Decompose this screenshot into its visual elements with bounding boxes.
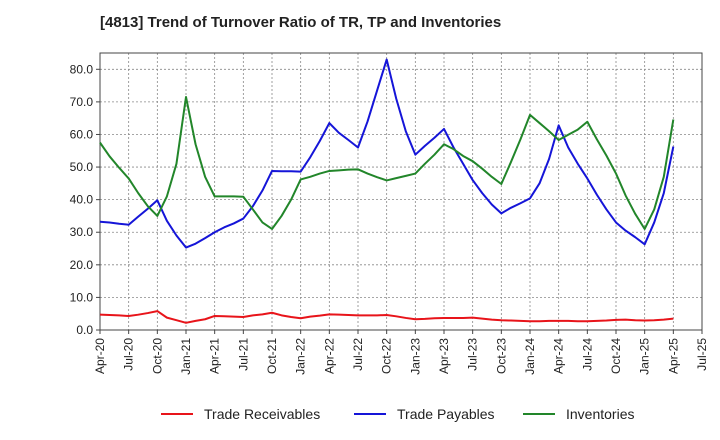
x-axis: Apr-20 Jul-20 Oct-20 Jan-21 Apr-21 Jul-21 Oct-… <box>93 330 709 375</box>
x-tick-label: Jul-22 <box>351 338 365 371</box>
y-axis: 0.0 10.0 20.0 30.0 40.0 50.0 60.0 70.0 80.0 <box>70 62 100 337</box>
x-tick-label: Apr-23 <box>437 338 451 374</box>
chart-title: [4813] Trend of Turnover Ratio of TR, TP… <box>100 14 502 31</box>
x-tick-label: Oct-24 <box>609 338 623 374</box>
y-tick-label: 30.0 <box>70 225 94 239</box>
x-tick-label: Jul-23 <box>466 338 480 371</box>
x-tick-label: Jan-22 <box>294 338 308 375</box>
y-tick-label: 70.0 <box>70 95 94 109</box>
x-tick-label: Apr-24 <box>552 338 566 374</box>
x-tick-label: Oct-21 <box>265 338 279 374</box>
x-tick-label: Oct-22 <box>380 338 394 374</box>
x-tick-label: Jul-20 <box>122 338 136 371</box>
legend-label-trade-receivables: Trade Receivables <box>204 406 320 422</box>
series-line-trade-receivables <box>99 310 674 324</box>
y-tick-label: 50.0 <box>70 160 94 174</box>
x-tick-label: Jan-25 <box>638 338 652 375</box>
legend-label-inventories: Inventories <box>566 406 634 422</box>
series-line-trade-payables <box>99 58 675 249</box>
x-tick-label: Jul-24 <box>580 338 594 371</box>
legend: Trade Receivables Trade Payables Inventori… <box>161 406 634 422</box>
y-tick-label: 80.0 <box>70 62 94 76</box>
series-lines <box>99 58 675 324</box>
series-line-inventories <box>99 95 675 230</box>
plot-area-frame <box>99 52 703 331</box>
legend-label-trade-payables: Trade Payables <box>397 406 495 422</box>
x-tick-label: Oct-23 <box>494 338 508 374</box>
x-tick-label: Apr-22 <box>322 338 336 374</box>
x-tick-label: Jan-21 <box>179 338 193 375</box>
x-tick-label: Jul-25 <box>695 338 709 371</box>
y-tick-label: 20.0 <box>70 258 94 272</box>
x-tick-label: Jul-21 <box>236 338 250 371</box>
x-tick-label: Apr-21 <box>208 338 222 374</box>
x-tick-label: Jan-24 <box>523 338 537 375</box>
y-tick-label: 0.0 <box>76 323 93 337</box>
y-tick-label: 60.0 <box>70 127 94 141</box>
y-tick-label: 10.0 <box>70 290 94 304</box>
x-tick-label: Oct-20 <box>150 338 164 374</box>
x-tick-label: Jan-23 <box>408 338 422 375</box>
gridlines <box>99 53 703 331</box>
x-tick-label: Apr-25 <box>666 338 680 374</box>
x-tick-label: Apr-20 <box>93 338 107 374</box>
y-tick-label: 40.0 <box>70 193 94 207</box>
